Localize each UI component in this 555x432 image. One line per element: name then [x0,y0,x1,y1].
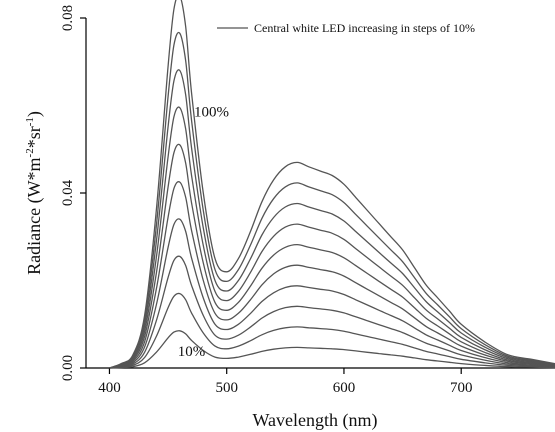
series-line-20-percent [109,292,555,369]
series-group [109,0,555,369]
y-axis-title-base: Radiance (W*m [24,157,45,274]
y-tick-label: 0.04 [60,179,76,206]
y-ticks: 0.00 0.04 0.08 [60,5,86,381]
series-line-90-percent [109,31,555,369]
y-axis-title-end: ) [24,111,45,117]
annotation-100-percent: 100% [194,104,229,120]
series-line-80-percent [109,69,555,369]
series-line-10-percent [109,330,555,369]
series-line-50-percent [109,181,555,369]
legend: Central white LED increasing in steps of… [217,21,475,35]
series-line-40-percent [109,218,555,369]
x-tick-label: 400 [98,380,121,396]
series-line-30-percent [109,255,555,369]
series-line-70-percent [109,106,555,369]
y-axis-title-mid: *sr [24,126,44,148]
x-tick-label: 700 [450,380,473,396]
y-tick-label: 0.00 [60,355,76,381]
x-axis-title: Wavelength (nm) [252,410,377,431]
axes [85,18,555,369]
annotation-10-percent: 10% [178,344,206,360]
x-tick-label: 500 [215,380,238,396]
series-line-60-percent [109,143,555,369]
x-ticks: 400 500 600 700 [98,368,472,396]
y-tick-label: 0.08 [60,5,76,31]
y-axis-title: Radiance (W*m-2*sr-1) [24,111,45,275]
series-line-100-percent [109,0,555,369]
y-axis-title-sup2: -1 [24,117,36,126]
y-axis-title-sup1: -2 [24,148,36,157]
legend-label: Central white LED increasing in steps of… [254,21,475,35]
x-tick-label: 600 [333,380,356,396]
